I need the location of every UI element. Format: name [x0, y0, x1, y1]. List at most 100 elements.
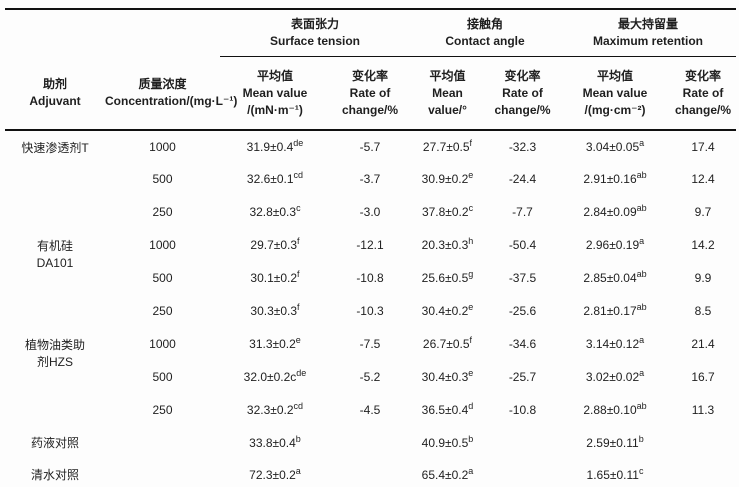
mr-mean-cell: 2.84±0.09ab [560, 196, 670, 229]
significance-superscript: e [468, 302, 474, 312]
concentration-cell: 500 [152, 271, 173, 285]
adjuvant-results-table: 表面张力 Surface tension 接触角 Contact angle 最… [5, 8, 737, 487]
value: 36.5±0.4 [421, 403, 469, 417]
significance-superscript: g [468, 269, 474, 279]
table-row: 500 30.1±0.2f -10.8 25.6±0.5g -37.5 2.85… [5, 262, 736, 295]
group-en: Surface tension [269, 34, 361, 48]
concentration-cell [105, 460, 220, 487]
adjuvant-name: 快速渗透剂T [21, 141, 89, 155]
value: 30.4±0.2 [421, 304, 469, 318]
mr-mean-cell: 3.04±0.05a [560, 130, 670, 163]
ca-mean-cell: 25.6±0.5g [410, 262, 485, 295]
header-en: Rate of [502, 85, 543, 100]
header-en: Mean [432, 85, 463, 100]
significance-superscript: e [295, 335, 301, 345]
significance-superscript: c [468, 203, 474, 213]
ca-mean-cell: 36.5±0.4d [410, 394, 485, 427]
group-header-contact-angle: 接触角 Contact angle [410, 9, 560, 57]
st-rate-cell: -10.3 [356, 304, 384, 318]
value: 37.8±0.2 [421, 205, 469, 219]
ca-mean-cell: 20.3±0.3h [410, 229, 485, 262]
mr-mean-cell: 2.81±0.17ab [560, 295, 670, 328]
mr-rate-cell: 9.7 [694, 205, 712, 219]
st-rate-cell: -4.5 [359, 403, 381, 417]
significance-superscript: a [295, 465, 301, 476]
value: 3.02±0.02 [585, 370, 640, 384]
subheader-row: 助剂 Adjuvant 质量浓度 Concentration/(mg·L⁻¹) … [5, 56, 737, 131]
significance-superscript: d [468, 401, 474, 411]
significance-superscript: de [296, 368, 307, 378]
ca-rate-cell: -34.6 [508, 337, 537, 351]
value: 2.81±0.17 [583, 304, 637, 318]
significance-superscript: c [296, 203, 301, 213]
mr-rate-cell: 11.3 [691, 403, 715, 417]
ca-rate-cell [485, 460, 560, 487]
group-en: Maximum retention [593, 34, 704, 48]
concentration-cell: 500 [152, 172, 173, 186]
column-header-ca-rate: 变化率 Rate of change/% [485, 56, 560, 131]
value: 3.14±0.12 [585, 337, 640, 351]
mr-mean-cell: 3.14±0.12a [560, 328, 670, 361]
header-unit: change/% [675, 102, 732, 117]
group-zh: 最大持留量 [618, 17, 679, 31]
value: 30.4±0.3 [421, 370, 469, 384]
ca-mean-cell: 30.4±0.2e [410, 295, 485, 328]
adjuvant-cell: 药液对照 [30, 436, 79, 450]
header-zh: 质量浓度 [138, 76, 187, 91]
header-zh: 变化率 [504, 68, 541, 83]
mr-rate-cell: 16.7 [691, 370, 715, 384]
significance-superscript: a [639, 335, 645, 345]
header-en: Concentration/(mg·L⁻¹) [105, 93, 238, 108]
ca-mean-cell: 30.4±0.3e [410, 361, 485, 394]
column-header-concentration: 质量浓度 Concentration/(mg·L⁻¹) [105, 56, 237, 131]
st-mean-cell: 31.9±0.4de [220, 130, 330, 163]
adjuvant-cell: 植物油类助剂HZS [5, 328, 105, 427]
significance-superscript: cd [293, 401, 304, 411]
mr-rate-cell [670, 427, 736, 460]
ca-mean-cell: 26.7±0.5f [410, 328, 485, 361]
adjuvant-cell: 快速渗透剂T [5, 130, 105, 229]
mr-mean-cell: 2.91±0.16ab [560, 163, 670, 196]
concentration-cell: 250 [152, 205, 173, 219]
column-header-ca-mean: 平均值 Mean value/° [410, 56, 485, 131]
mr-rate-cell: 8.5 [694, 304, 712, 318]
column-header-mr-rate: 变化率 Rate of change/% [670, 56, 737, 131]
table-row: 250 32.3±0.2cd -4.5 36.5±0.4d -10.8 2.88… [5, 394, 736, 427]
value: 32.0±0.2c [243, 370, 297, 384]
column-header-st-mean: 平均值 Mean value /(mN·m⁻¹) [220, 56, 330, 131]
value: 20.3±0.3 [421, 238, 469, 252]
value: 29.7±0.3 [250, 238, 298, 252]
group-header-row: 表面张力 Surface tension 接触角 Contact angle 最… [5, 9, 737, 57]
value: 27.7±0.5 [422, 139, 470, 154]
ca-mean-cell: 65.4±0.2a [410, 460, 485, 487]
value: 31.3±0.2 [249, 337, 296, 351]
st-mean-cell: 32.6±0.1cd [220, 163, 330, 196]
header-unit: /(mg·cm⁻²) [584, 102, 646, 117]
significance-superscript: e [468, 368, 474, 378]
table-row: 500 32.0±0.2cde -5.2 30.4±0.3e -25.7 3.0… [5, 361, 736, 394]
mr-mean-cell: 2.59±0.11b [560, 427, 670, 460]
mr-mean-cell: 2.88±0.10ab [560, 394, 670, 427]
header-zh: 变化率 [351, 68, 388, 83]
st-rate-cell [330, 460, 410, 487]
st-mean-cell: 29.7±0.3f [220, 229, 330, 262]
st-mean-cell: 30.1±0.2f [220, 262, 330, 295]
ca-rate-cell: -24.4 [508, 172, 537, 186]
header-zh: 平均值 [429, 68, 466, 83]
st-rate-cell: -10.8 [356, 271, 384, 285]
st-mean-cell: 32.3±0.2cd [220, 394, 330, 427]
concentration-cell: 250 [152, 304, 173, 318]
group-header-surface-tension: 表面张力 Surface tension [220, 9, 410, 57]
value: 30.3±0.3 [250, 304, 298, 318]
adjuvant-cell: 清水对照 [30, 467, 79, 482]
adjuvant-cell: 有机硅DA101 [5, 229, 105, 328]
mr-mean-cell: 2.85±0.04ab [560, 262, 670, 295]
ca-rate-cell: -10.8 [508, 403, 537, 417]
significance-superscript: c [638, 465, 644, 476]
st-rate-cell: -12.1 [356, 238, 384, 252]
value: 25.6±0.5 [421, 271, 469, 285]
significance-superscript: h [468, 236, 474, 246]
significance-superscript: de [293, 137, 304, 148]
value: 2.88±0.10 [583, 403, 637, 417]
